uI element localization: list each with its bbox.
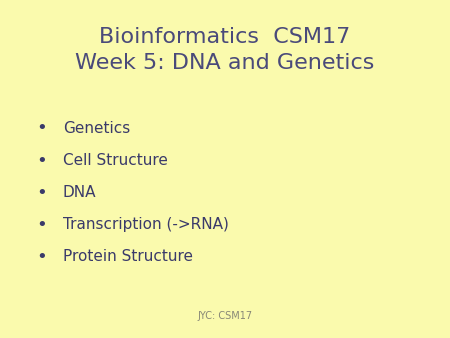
Text: •: •	[36, 248, 47, 266]
Text: Transcription (->RNA): Transcription (->RNA)	[63, 217, 229, 232]
Text: Genetics: Genetics	[63, 121, 130, 136]
Text: JYC: CSM17: JYC: CSM17	[198, 311, 252, 321]
Text: •: •	[36, 151, 47, 170]
Text: DNA: DNA	[63, 185, 96, 200]
Text: Bioinformatics  CSM17
Week 5: DNA and Genetics: Bioinformatics CSM17 Week 5: DNA and Gen…	[75, 27, 375, 73]
Text: Cell Structure: Cell Structure	[63, 153, 168, 168]
Text: •: •	[36, 119, 47, 138]
Text: •: •	[36, 184, 47, 202]
Text: Protein Structure: Protein Structure	[63, 249, 193, 264]
Text: •: •	[36, 216, 47, 234]
